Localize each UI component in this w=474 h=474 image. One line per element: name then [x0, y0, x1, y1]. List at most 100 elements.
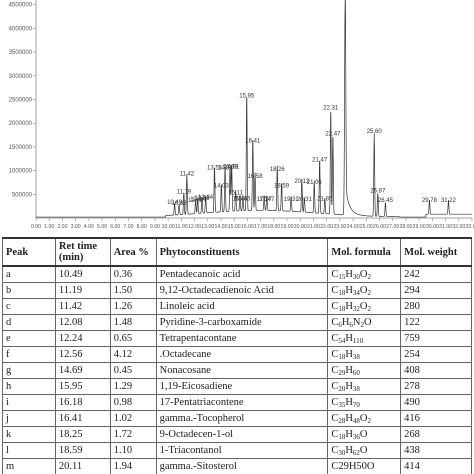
peak-label: 14.69: [223, 165, 239, 171]
peak-label: 14.81: [224, 165, 240, 171]
cell-area: 0.65: [109, 330, 157, 347]
phytoconstituents-table-wrap: Peak Ret time (min) Area % Phytoconstitu…: [0, 237, 474, 474]
cell-mol-formula: C18H36O: [327, 426, 402, 443]
formula-subscript: 6: [349, 321, 353, 329]
peak-label: 22.31: [323, 105, 339, 111]
cell-mol-weight: 414: [400, 458, 472, 474]
table-row: l 18.59 1.10 1-Triacontanol C30H62O 438: [2, 442, 472, 459]
x-tick-label: 32.00: [452, 224, 465, 230]
cell-ret-time: 11.42: [54, 298, 111, 315]
cell-mol-formula: C6H6N2O: [327, 314, 402, 331]
formula-element: C: [331, 317, 339, 328]
cell-phytoconstituent: 9-Octadecen-1-ol: [155, 426, 329, 443]
cell-area: 1.02: [109, 410, 157, 427]
x-tick-label: 2.00: [57, 224, 67, 230]
cell-mol-weight: 268: [400, 426, 472, 443]
table-row: j 16.41 1.02 gamma.-Tocopherol C28H48O2 416: [2, 410, 472, 427]
formula-element: H: [345, 429, 353, 440]
formula-subscript: 54: [338, 337, 346, 345]
peak-label: 15.66: [235, 196, 251, 202]
formula-element: C: [331, 285, 339, 296]
formula-subscript: 62: [352, 449, 360, 457]
formula-element: H: [345, 365, 353, 376]
formula-subscript: 70: [352, 401, 360, 409]
x-tick-label: 24.00: [347, 224, 360, 230]
y-tick-label: 1500000: [9, 145, 33, 151]
cell-ret-time: 16.41: [54, 410, 111, 427]
peak-label: 16.58: [248, 174, 264, 180]
formula-subscript: 38: [352, 385, 360, 393]
formula-element: C: [331, 445, 339, 456]
cell-peak: i: [2, 394, 56, 411]
peak-label: 12.24: [190, 197, 206, 203]
x-tick-label: 0.00: [31, 224, 41, 230]
x-tick-label: 31.00: [439, 224, 452, 230]
formula-element: C: [331, 333, 339, 344]
x-tick-label: 14.00: [214, 224, 227, 230]
formula-subscript: 110: [352, 337, 364, 345]
cell-phytoconstituent: 9,12-Octadecadienoic Acid: [155, 282, 329, 299]
formula-subscript: 35: [338, 401, 346, 409]
formula-subscript: 28: [338, 417, 346, 425]
cell-ret-time: 18.25: [54, 426, 111, 443]
formula-subscript: 2: [360, 321, 365, 329]
x-tick-label: 6.00: [110, 224, 120, 230]
cell-peak: d: [2, 314, 56, 331]
y-tick-label: 2000000: [9, 121, 33, 127]
formula-element: N: [352, 317, 361, 328]
x-tick-label: 4.00: [84, 224, 94, 230]
cell-mol-formula: C30H62O: [327, 442, 402, 459]
x-tick-label: 3.00: [71, 224, 81, 230]
col-header-ret-time: Ret time (min): [54, 237, 111, 267]
x-tick-label: 22.00: [320, 224, 333, 230]
formula-element: O: [359, 269, 368, 280]
formula-subscript: 2: [367, 273, 372, 281]
formula-element: H: [341, 317, 350, 328]
cell-mol-formula: C20H38: [327, 378, 402, 395]
table-row: b 11.19 1.50 9,12-Octadecadienoic Acid C18H3…: [2, 282, 472, 299]
formula-subscript: 2: [367, 289, 372, 297]
formula-subscript: 34: [352, 289, 360, 297]
cell-ret-time: 20.11: [54, 458, 111, 474]
cell-mol-weight: 759: [400, 330, 472, 347]
cell-mol-formula: C28H48O2: [327, 410, 402, 427]
peak-label: 10.83: [172, 201, 188, 207]
cell-mol-formula: C35H70: [327, 394, 402, 411]
cell-phytoconstituent: .Octadecane: [155, 346, 329, 363]
y-tick-label: 3500000: [9, 50, 33, 56]
y-tick-label: 1000000: [9, 169, 33, 175]
table-row: a 10.49 0.36 Pentadecanoic acid C15H30O2 242: [2, 265, 472, 283]
cell-area: 1.29: [109, 378, 157, 395]
formula-subscript: 32: [352, 305, 360, 313]
col-header-peak: Peak: [2, 237, 56, 267]
peak-label: 19.31: [284, 197, 300, 203]
cell-ret-time: 12.56: [54, 346, 111, 363]
cell-ret-time: 15.95: [54, 378, 111, 395]
table-row: h 15.95 1.29 1,19-Eicosadiene C20H38 278: [2, 378, 472, 395]
peak-label: 15.95: [239, 94, 255, 100]
formula-element: C: [331, 381, 339, 392]
formula-element: H: [345, 381, 353, 392]
cell-mol-weight: 294: [400, 282, 472, 299]
formula-subscript: 18: [338, 289, 346, 297]
peak-label: 12.08: [188, 198, 204, 204]
formula-element: H: [345, 445, 353, 456]
cell-mol-formula: C29H60: [327, 362, 402, 379]
cell-mol-weight: 122: [400, 314, 472, 331]
formula-subscript: 2: [367, 417, 372, 425]
cell-phytoconstituent: gamma.-Tocopherol: [155, 410, 329, 427]
peak-label: 14.03: [214, 184, 230, 190]
x-tick-label: 20.00: [294, 224, 307, 230]
peak-label: 15.44: [232, 196, 248, 202]
peak-label: 22.47: [325, 131, 341, 137]
table-row: d 12.08 1.48 Pyridine-3-carboxamide C6H6N2O 1…: [2, 314, 472, 331]
cell-area: 1.72: [109, 426, 157, 443]
x-tick-label: 29.00: [413, 224, 426, 230]
formula-subscript: 18: [338, 433, 346, 441]
table-row: f 12.56 4.12 .Octadecane C18H38 254: [2, 346, 472, 363]
y-tick-label: 4000000: [9, 26, 33, 32]
formula-subscript: 2: [367, 305, 372, 313]
y-tick-label: 500000: [12, 192, 33, 198]
cell-mol-formula: C54H110: [327, 330, 402, 347]
peak-label: 14.31: [218, 166, 234, 172]
